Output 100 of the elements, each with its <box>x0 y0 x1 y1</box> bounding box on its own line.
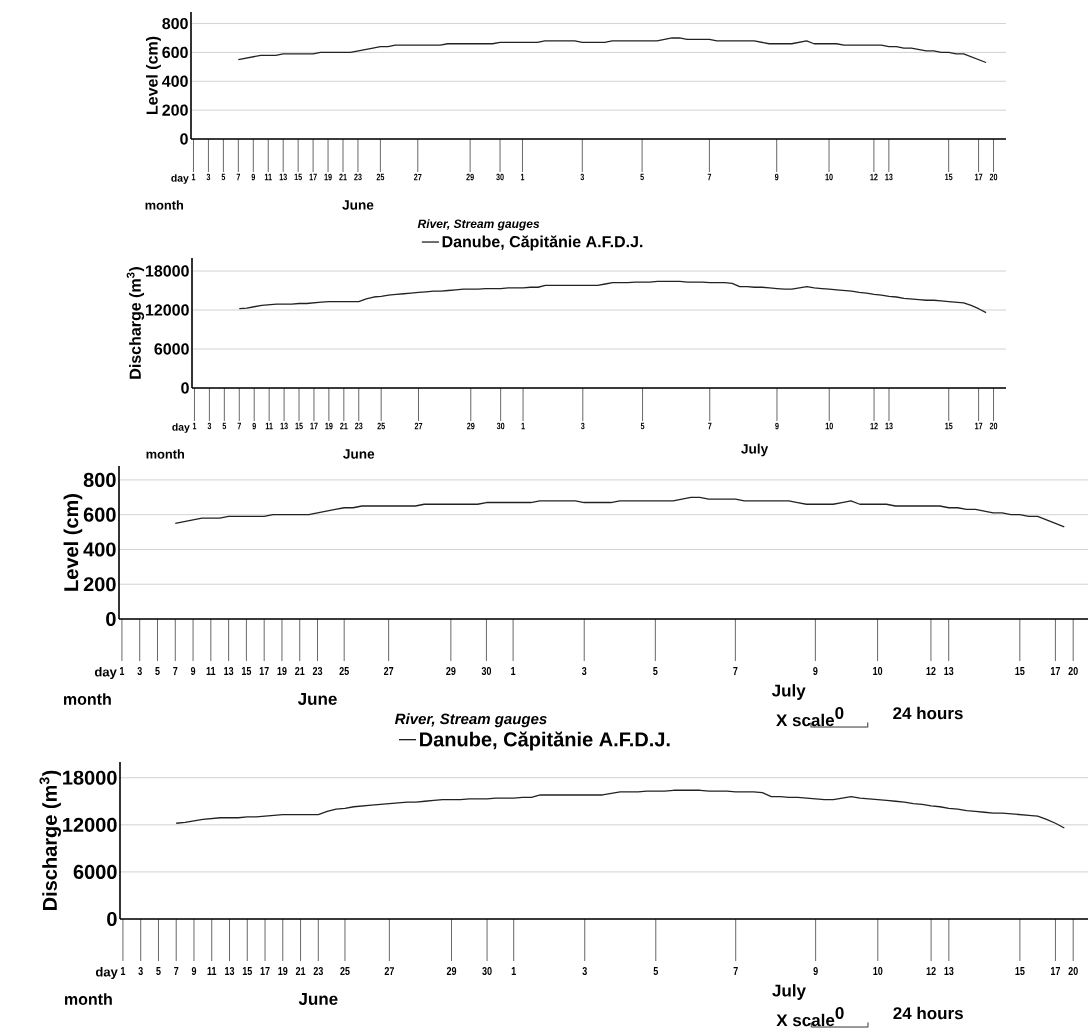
y-axis-title: Discharge (m$^{3}$) <box>126 267 145 379</box>
x-tick-label: 30 <box>481 666 492 676</box>
x-tick-label: 11 <box>265 422 273 430</box>
y-tick-label: 18000 <box>145 265 189 277</box>
legend-title: River, Stream gauges <box>394 713 547 728</box>
x-tick-label: 10 <box>873 666 883 676</box>
y-tick-label: 400 <box>83 542 116 557</box>
x-tick-label: 20 <box>989 422 998 430</box>
text: June <box>342 200 374 210</box>
y-tick-label: 18000 <box>63 770 117 785</box>
x-tick-label: 21 <box>295 667 305 676</box>
x-tick-label: 30 <box>496 422 505 430</box>
x-tick-label: 7 <box>707 173 712 181</box>
legend-label: Danube, Căpitănie A.F.D.J. <box>442 235 643 251</box>
x-tick-label: 13 <box>885 173 893 181</box>
x-tick-label: 15 <box>1015 967 1025 976</box>
x-tick-label: 11 <box>207 967 217 975</box>
text: day <box>172 423 190 433</box>
x-tick-label: 10 <box>825 422 833 430</box>
x-tick-label: 29 <box>446 666 456 676</box>
x-tick-label: 5 <box>653 667 658 676</box>
x-tick-label: 15 <box>241 667 252 676</box>
text: day <box>171 174 189 184</box>
text: X scale <box>776 1013 835 1027</box>
x-tick-label: 25 <box>376 173 385 181</box>
x-tick-label: 19 <box>278 966 288 976</box>
text: X scale <box>776 713 835 727</box>
x-tick-label: 29 <box>467 422 475 430</box>
x-tick-label: 13 <box>225 966 235 976</box>
y-tick-label: 400 <box>162 75 188 87</box>
x-tick-label: 13 <box>224 666 234 676</box>
y-tick-label: 0 <box>107 911 117 927</box>
x-tick-label: 3 <box>580 173 585 181</box>
text: month <box>146 449 185 459</box>
y-axis-title: Level (cm) <box>146 36 161 114</box>
x-tick-label: 23 <box>354 173 362 181</box>
text: 0 <box>835 706 844 720</box>
x-tick-label: 20 <box>1068 966 1078 976</box>
x-tick-label: 9 <box>191 966 197 976</box>
x-tick-label: 1 <box>192 422 197 430</box>
x-tick-label: 15 <box>1015 667 1025 676</box>
text: June <box>343 449 375 459</box>
x-tick-label: 9 <box>775 422 779 430</box>
x-tick-label: 19 <box>277 666 287 676</box>
x-tick-label: 15 <box>945 422 953 430</box>
x-tick-label: 25 <box>377 422 385 430</box>
x-tick-label: 3 <box>580 422 585 430</box>
x-tick-label: 7 <box>236 173 241 181</box>
text: 24 hours <box>893 706 963 720</box>
y-tick-label: 200 <box>162 104 188 116</box>
x-tick-label: 5 <box>222 422 227 430</box>
x-tick-label: 1 <box>521 422 525 430</box>
x-tick-label: 9 <box>190 666 196 676</box>
text: 24 hours <box>893 1006 963 1020</box>
x-tick-label: 10 <box>873 966 883 976</box>
x-tick-label: 27 <box>414 422 423 430</box>
x-tick-label: 10 <box>825 173 833 181</box>
x-tick-label: 17 <box>1050 667 1060 675</box>
x-tick-label: 12 <box>926 967 936 976</box>
x-tick-label: 9 <box>252 422 256 430</box>
x-tick-label: 25 <box>339 666 349 676</box>
x-tick-label: 17 <box>310 422 318 430</box>
text: July <box>772 984 806 1000</box>
y-tick-label: 0 <box>180 133 188 145</box>
x-tick-label: 1 <box>520 173 525 181</box>
x-tick-label: 17 <box>975 422 983 430</box>
x-tick-label: 3 <box>581 666 587 676</box>
x-tick-label: 3 <box>206 173 211 181</box>
x-tick-label: 7 <box>708 422 712 430</box>
x-tick-label: 7 <box>173 667 178 675</box>
x-tick-label: 23 <box>312 666 323 676</box>
x-tick-label: 15 <box>242 967 252 976</box>
y-tick-label: 0 <box>181 382 189 394</box>
y-tick-label: 12000 <box>63 817 117 832</box>
text: day <box>94 666 117 680</box>
x-tick-label: 21 <box>339 173 347 181</box>
x-tick-label: 13 <box>944 966 954 976</box>
text: June <box>297 693 337 705</box>
y-axis-title: Discharge (m$^{3}$) <box>39 770 61 911</box>
x-tick-label: 7 <box>237 422 241 430</box>
x-tick-label: 5 <box>653 967 659 976</box>
text: month <box>63 693 111 705</box>
y-tick-label: 800 <box>83 472 116 487</box>
x-tick-label: 19 <box>325 422 333 430</box>
x-tick-label: 1 <box>121 967 126 975</box>
y-tick-label: 0 <box>106 611 116 627</box>
x-tick-label: 30 <box>482 966 492 976</box>
x-tick-label: 7 <box>733 667 738 675</box>
x-tick-label: 21 <box>295 967 306 976</box>
x-tick-label: 7 <box>174 967 179 975</box>
x-tick-label: 11 <box>264 173 272 181</box>
text: month <box>64 993 112 1005</box>
x-tick-label: 3 <box>207 422 212 430</box>
x-tick-label: 3 <box>137 666 142 676</box>
y-tick-label: 6000 <box>73 864 117 879</box>
x-tick-label: 5 <box>640 173 644 181</box>
y-tick-label: 200 <box>83 577 116 592</box>
x-tick-label: 17 <box>975 173 983 181</box>
x-tick-label: 25 <box>340 966 350 976</box>
x-tick-label: 15 <box>294 173 302 181</box>
